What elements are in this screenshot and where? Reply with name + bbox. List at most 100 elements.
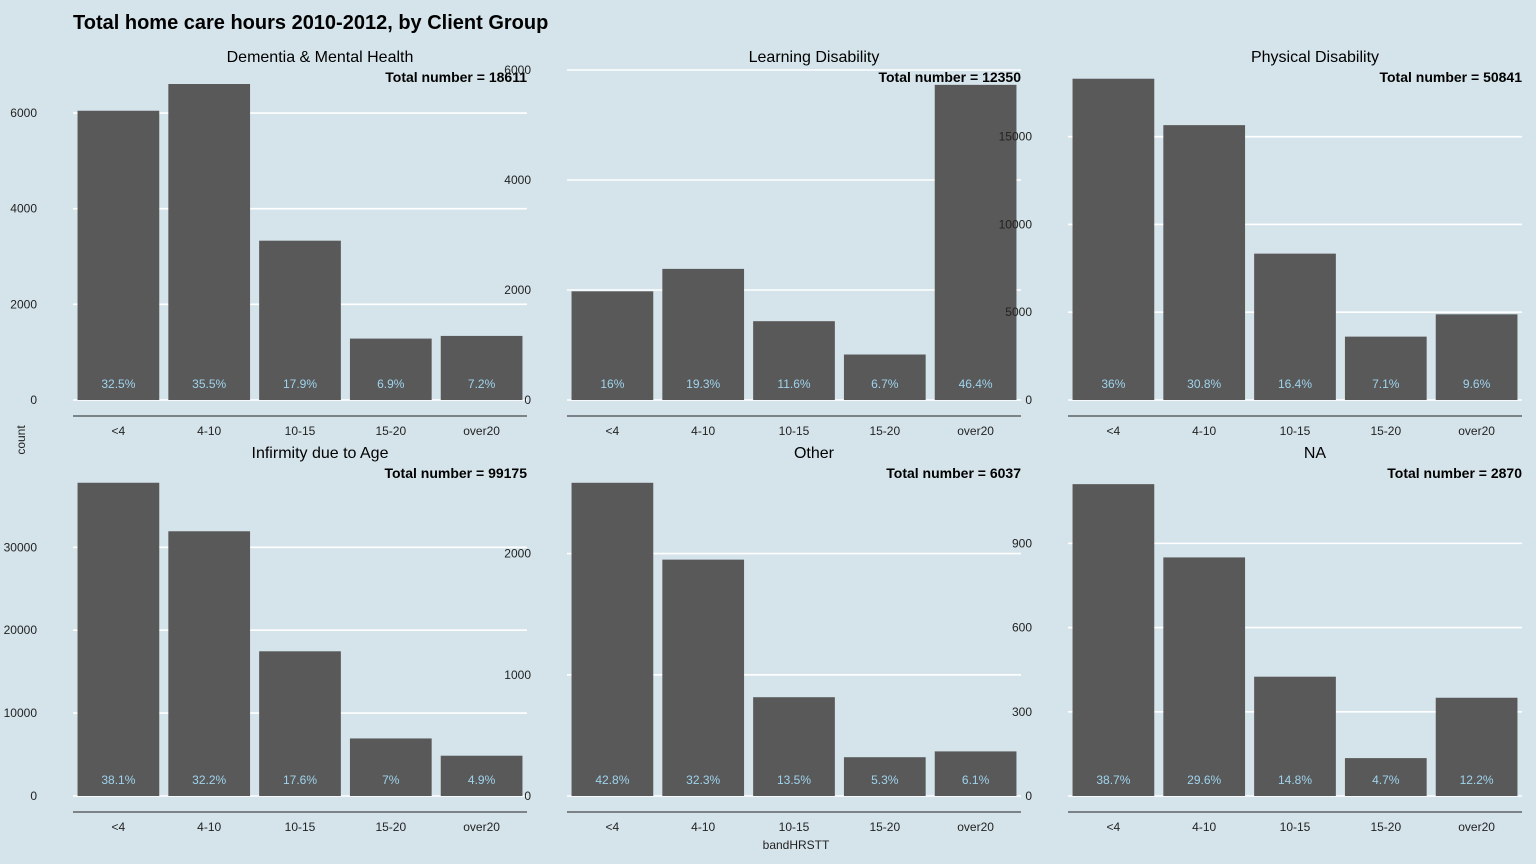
percent-label: 19.3% [686, 377, 720, 391]
total-number-label: Total number = 12350 [878, 69, 1021, 85]
x-tick-label: 15-20 [869, 820, 900, 834]
y-tick-label: 0 [30, 789, 37, 803]
bar [571, 482, 654, 796]
x-tick-label: <4 [1107, 820, 1121, 834]
percent-label: 17.6% [283, 773, 317, 787]
y-tick-label: 0 [30, 393, 37, 407]
total-number-label: Total number = 2870 [1387, 465, 1522, 481]
bar [1072, 78, 1155, 400]
percent-label: 16% [600, 377, 624, 391]
x-tick-label: <4 [112, 424, 126, 438]
y-tick-label: 15000 [999, 130, 1033, 144]
bar [934, 751, 1017, 796]
percent-label: 29.6% [1187, 773, 1221, 787]
x-axis-label: bandHRSTT [762, 838, 830, 852]
y-tick-label: 900 [1012, 536, 1032, 550]
x-tick-label: 4-10 [1192, 820, 1216, 834]
x-tick-label: 15-20 [869, 424, 900, 438]
percent-label: 7% [382, 773, 400, 787]
bar [1072, 484, 1155, 796]
x-tick-label: <4 [112, 820, 126, 834]
percent-label: 6.1% [962, 773, 990, 787]
bar [1435, 314, 1518, 400]
x-tick-label: 10-15 [779, 820, 810, 834]
y-tick-label: 5000 [1005, 305, 1032, 319]
x-tick-label: 10-15 [779, 424, 810, 438]
percent-label: 46.4% [959, 377, 993, 391]
y-tick-label: 0 [1025, 393, 1032, 407]
x-tick-label: <4 [606, 424, 620, 438]
y-tick-label: 10000 [999, 217, 1033, 231]
x-tick-label: over20 [957, 424, 994, 438]
y-tick-label: 0 [524, 393, 531, 407]
percent-label: 4.9% [468, 773, 496, 787]
bar [753, 697, 835, 796]
x-tick-label: 15-20 [1370, 424, 1401, 438]
percent-label: 4.7% [1372, 773, 1400, 787]
bar [662, 559, 745, 796]
x-tick-label: over20 [463, 424, 500, 438]
x-tick-label: 15-20 [1370, 820, 1401, 834]
bar [753, 321, 835, 400]
chart-title: Total home care hours 2010-2012, by Clie… [73, 12, 549, 34]
percent-label: 38.7% [1096, 773, 1130, 787]
x-tick-label: 15-20 [375, 820, 406, 834]
panel-title: Infirmity due to Age [252, 445, 389, 462]
x-tick-label: 4-10 [197, 820, 221, 834]
panel-title: Other [794, 445, 835, 462]
x-tick-label: 10-15 [285, 820, 316, 834]
bar [934, 84, 1017, 400]
bar [1163, 125, 1246, 400]
percent-label: 35.5% [192, 377, 226, 391]
total-number-label: Total number = 50841 [1379, 69, 1522, 85]
x-tick-label: 15-20 [375, 424, 406, 438]
bar [168, 531, 251, 796]
percent-label: 42.8% [595, 773, 629, 787]
percent-label: 7.2% [468, 377, 496, 391]
percent-label: 9.6% [1463, 377, 1491, 391]
x-tick-label: over20 [1458, 424, 1495, 438]
percent-label: 30.8% [1187, 377, 1221, 391]
y-tick-label: 6000 [504, 63, 531, 77]
percent-label: 16.4% [1278, 377, 1312, 391]
percent-label: 13.5% [777, 773, 811, 787]
y-tick-label: 0 [1025, 789, 1032, 803]
x-tick-label: 10-15 [1280, 424, 1311, 438]
x-tick-label: 10-15 [1280, 820, 1311, 834]
x-tick-label: 4-10 [197, 424, 221, 438]
y-tick-label: 2000 [10, 297, 37, 311]
y-tick-label: 2000 [504, 283, 531, 297]
percent-label: 32.2% [192, 773, 226, 787]
bar [1344, 758, 1427, 796]
percent-label: 14.8% [1278, 773, 1312, 787]
x-tick-label: 4-10 [691, 424, 715, 438]
bar [349, 338, 432, 400]
bar [259, 240, 341, 400]
y-tick-label: 30000 [4, 540, 38, 554]
y-tick-label: 600 [1012, 621, 1032, 635]
percent-label: 36% [1101, 377, 1125, 391]
y-tick-label: 4000 [504, 173, 531, 187]
y-tick-label: 2000 [504, 547, 531, 561]
y-tick-label: 4000 [10, 202, 37, 216]
bar [259, 651, 341, 796]
bar [843, 757, 926, 796]
percent-label: 12.2% [1460, 773, 1494, 787]
bar [77, 482, 160, 796]
x-tick-label: <4 [1107, 424, 1121, 438]
y-tick-label: 20000 [4, 623, 38, 637]
x-tick-label: 4-10 [1192, 424, 1216, 438]
percent-label: 11.6% [777, 377, 810, 391]
bar [77, 110, 160, 400]
y-tick-label: 10000 [4, 706, 38, 720]
total-number-label: Total number = 99175 [384, 465, 527, 481]
percent-label: 38.1% [101, 773, 135, 787]
bar [168, 84, 251, 400]
bar [349, 738, 432, 796]
x-tick-label: 10-15 [285, 424, 316, 438]
y-tick-label: 1000 [504, 668, 531, 682]
x-tick-label: over20 [957, 820, 994, 834]
panel-title: Dementia & Mental Health [227, 49, 414, 66]
bar [571, 291, 654, 400]
